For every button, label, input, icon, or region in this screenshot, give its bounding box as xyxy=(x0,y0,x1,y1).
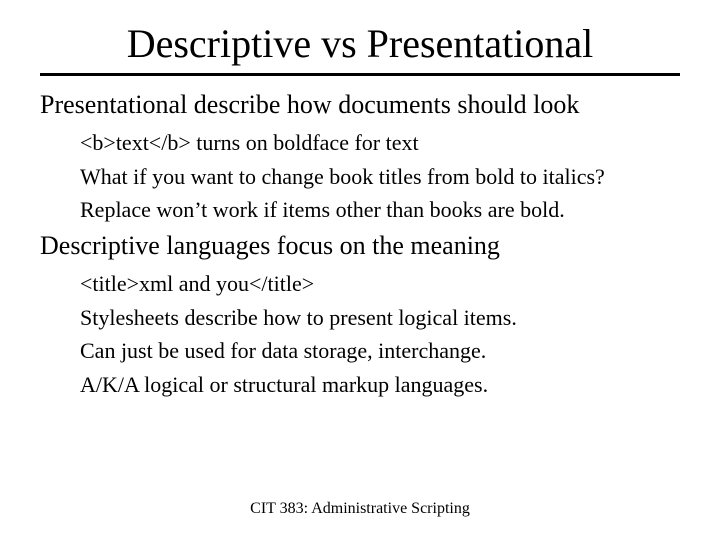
bullet-item: A/K/A logical or structural markup langu… xyxy=(80,370,680,400)
slide-footer: CIT 383: Administrative Scripting xyxy=(0,500,720,518)
title-rule xyxy=(40,73,680,76)
section-heading-1: Presentational describe how documents sh… xyxy=(40,90,680,120)
bullet-item: <b>text</b> turns on boldface for text xyxy=(80,128,680,158)
bullet-item: Replace won’t work if items other than b… xyxy=(80,195,680,225)
bullet-item: Stylesheets describe how to present logi… xyxy=(80,303,680,333)
slide-title: Descriptive vs Presentational xyxy=(40,20,680,67)
bullet-item: What if you want to change book titles f… xyxy=(80,162,680,192)
section-heading-2: Descriptive languages focus on the meani… xyxy=(40,231,680,261)
bullet-item: <title>xml and you</title> xyxy=(80,269,680,299)
slide: Descriptive vs Presentational Presentati… xyxy=(0,0,720,540)
bullet-item: Can just be used for data storage, inter… xyxy=(80,336,680,366)
